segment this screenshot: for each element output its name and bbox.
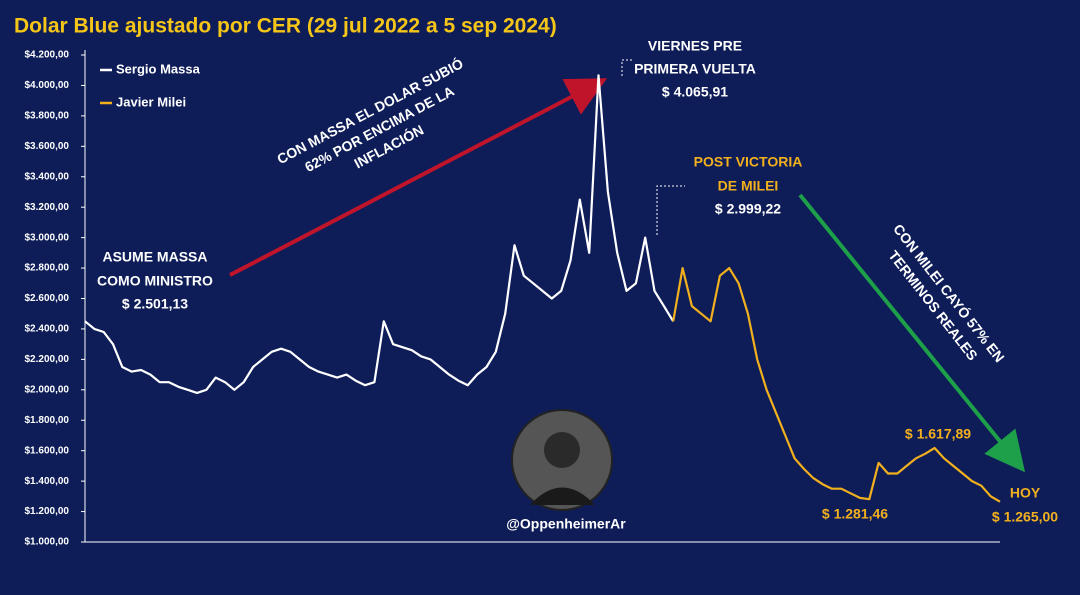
y-tick-label: $2.200,00	[25, 354, 70, 365]
y-tick-label: $1.800,00	[25, 415, 70, 426]
y-tick-label: $1.600,00	[25, 445, 70, 456]
annotation: $ 4.065,91	[662, 84, 728, 100]
legend-label: Sergio Massa	[116, 61, 201, 76]
annotation: $ 2.999,22	[715, 201, 781, 217]
annotation: ASUME MASSA	[102, 249, 207, 265]
callout	[656, 185, 685, 235]
watermark: @OppenheimerAr	[506, 516, 626, 532]
y-tick-label: $3.000,00	[25, 232, 70, 243]
annotation: PRIMERA VUELTA	[634, 61, 756, 77]
y-tick-label: $3.400,00	[25, 171, 70, 182]
trend-arrow	[798, 193, 1026, 473]
y-tick-label: $2.600,00	[25, 293, 70, 304]
trend-arrow	[229, 78, 608, 277]
y-tick-label: $4.200,00	[25, 50, 70, 61]
annotation: VIERNES PRE	[648, 38, 742, 54]
chart-title: Dolar Blue ajustado por CER (29 jul 2022…	[14, 15, 557, 38]
series-line	[672, 267, 1001, 503]
y-tick-label: $1.000,00	[25, 537, 70, 548]
callout	[621, 59, 632, 76]
annotation: $ 1.617,89	[905, 426, 971, 442]
y-tick-label: $3.200,00	[25, 202, 70, 213]
annotation: HOY	[1010, 485, 1041, 501]
y-tick-label: $2.400,00	[25, 324, 70, 335]
legend-label: Javier Milei	[116, 94, 186, 109]
annotation: POST VICTORIA	[694, 154, 803, 170]
y-tick-label: $3.800,00	[25, 111, 70, 122]
y-tick-label: $3.600,00	[25, 141, 70, 152]
annotation: $ 2.501,13	[122, 296, 188, 312]
series-line	[84, 74, 675, 394]
annotation: COMO MINISTRO	[97, 273, 213, 289]
annotation: DE MILEI	[718, 178, 779, 194]
y-tick-label: $1.200,00	[25, 506, 70, 517]
y-tick-label: $2.800,00	[25, 263, 70, 274]
avatar	[511, 409, 613, 511]
y-tick-label: $4.000,00	[25, 80, 70, 91]
annotation: $ 1.281,46	[822, 506, 888, 522]
y-tick-label: $2.000,00	[25, 384, 70, 395]
y-tick-label: $1.400,00	[25, 476, 70, 487]
annotation: $ 1.265,00	[992, 509, 1058, 525]
